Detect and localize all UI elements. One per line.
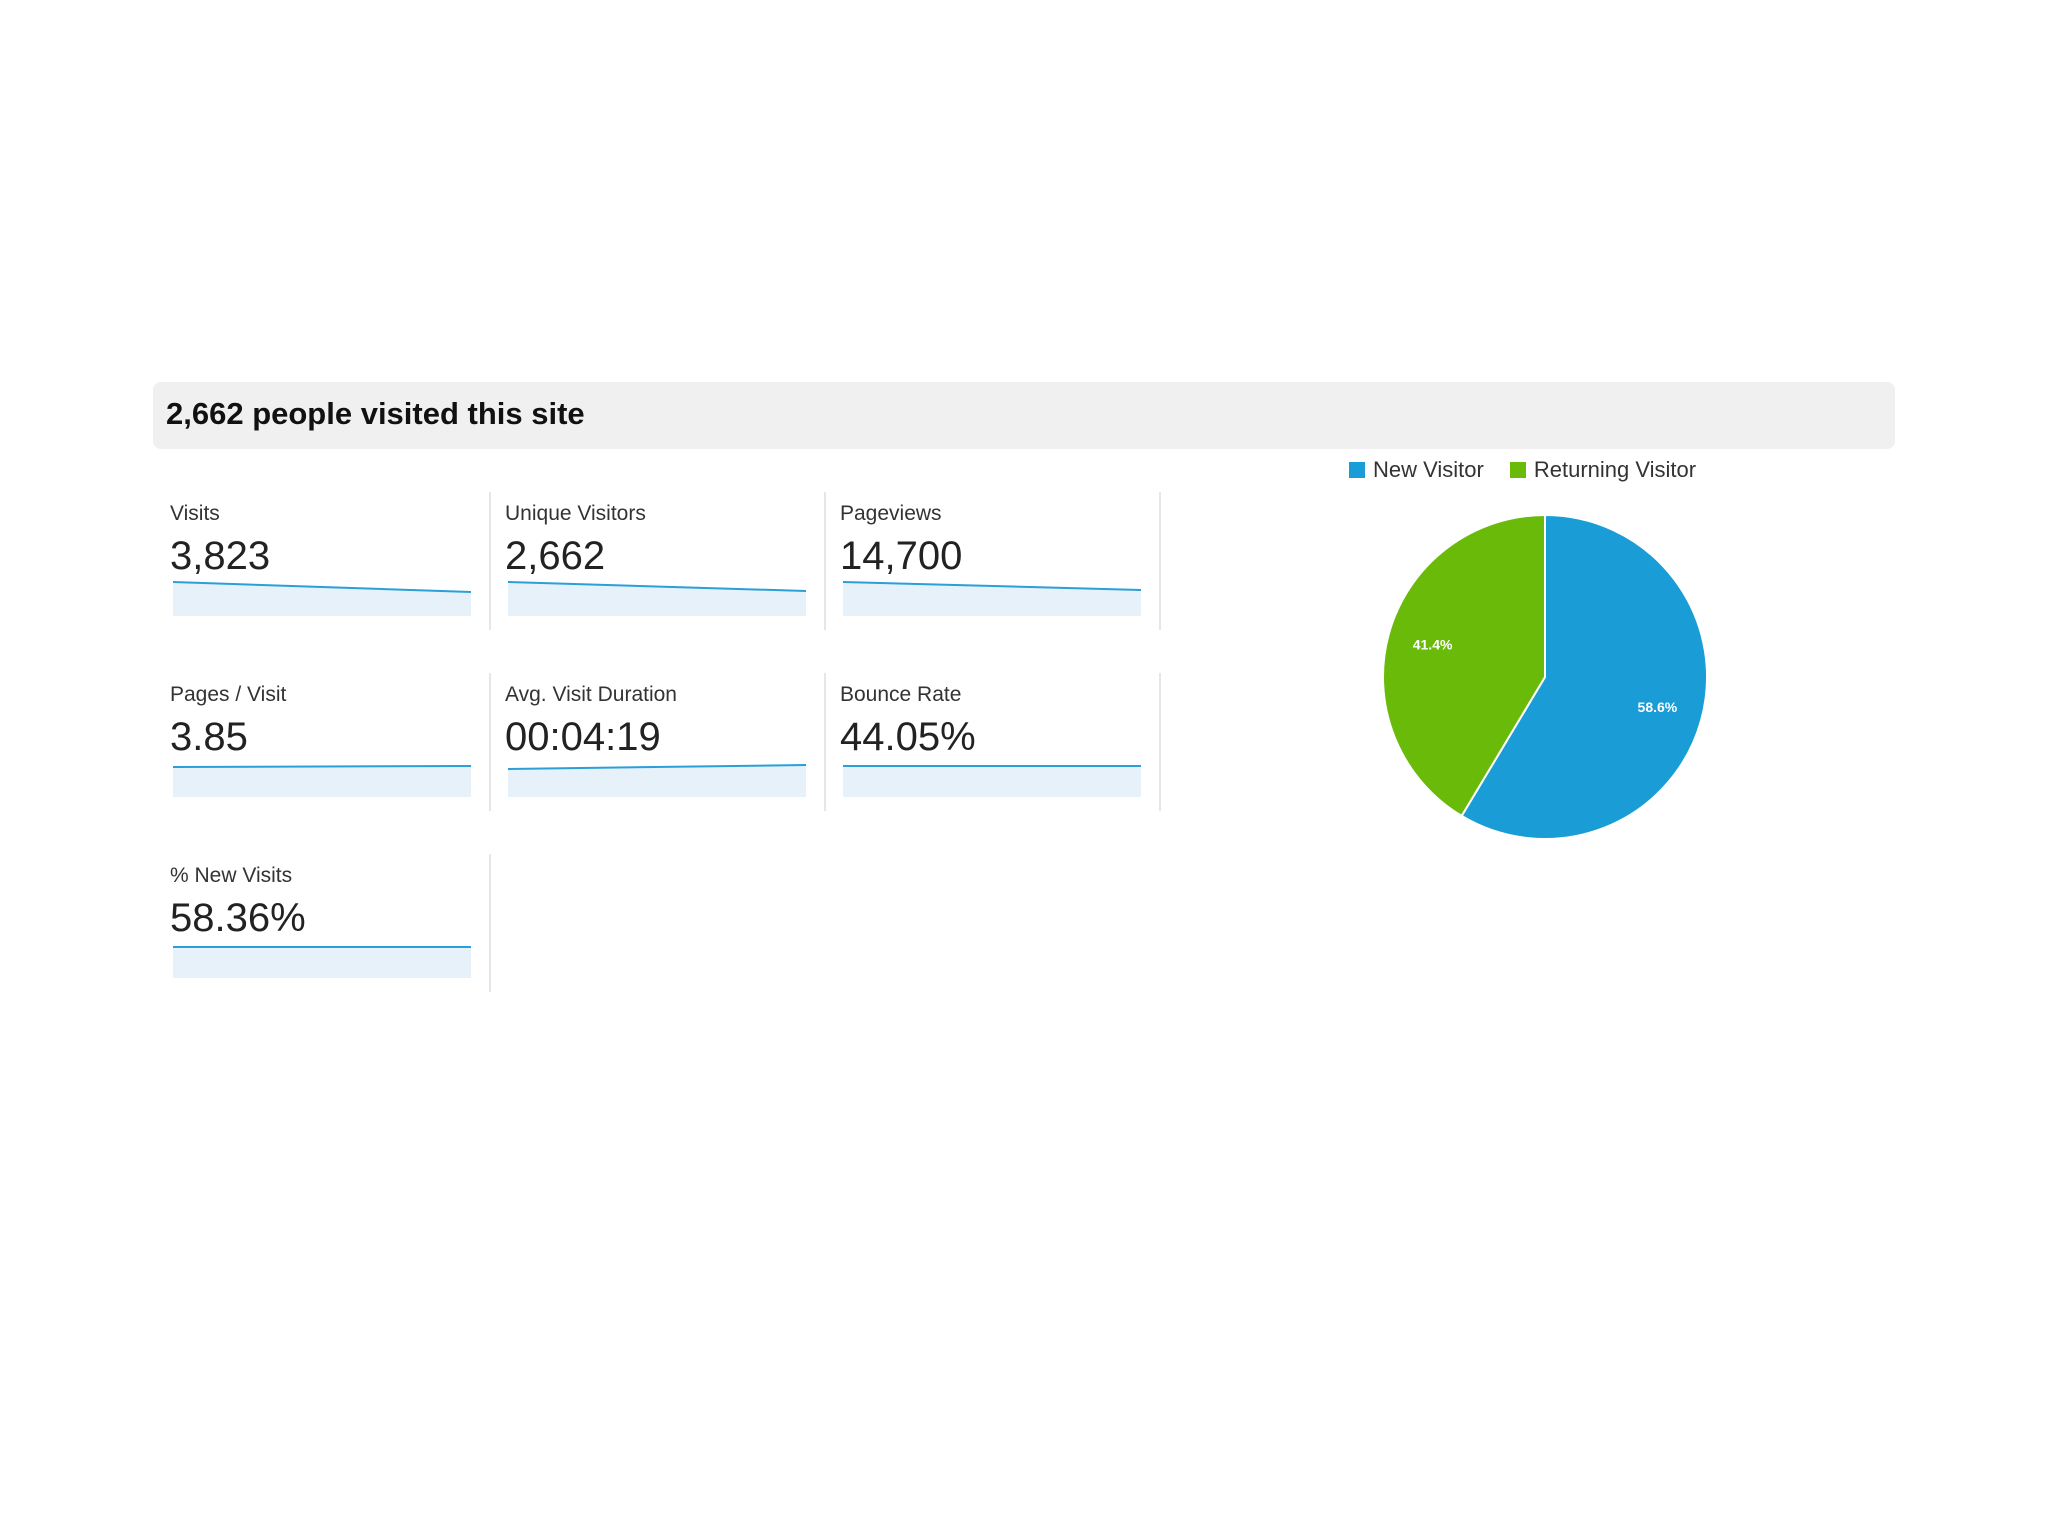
metric-label: % New Visits: [170, 864, 293, 887]
metric-value: 58.36%: [170, 896, 306, 940]
metric-label: Pageviews: [840, 502, 942, 525]
metric-label: Pages / Visit: [170, 683, 287, 706]
legend-label: Returning Visitor: [1533, 457, 1697, 482]
metric-label: Bounce Rate: [840, 683, 962, 706]
pie-slice-label: 58.6%: [1638, 699, 1678, 715]
legend-item-returning-visitor[interactable]: Returning Visitor: [1509, 457, 1697, 483]
sparkline: [508, 764, 806, 797]
metric-value: 44.05%: [840, 715, 976, 759]
metric-card-avg-visit-duration[interactable]: Avg. Visit Duration 00:04:19: [488, 673, 826, 811]
legend-label: New Visitor: [1373, 457, 1484, 482]
metric-card-visits[interactable]: Visits 3,823: [153, 492, 491, 630]
summary-header: 2,662 people visited this site: [153, 382, 1895, 449]
visitor-pie-chart: 58.6% 41.4%: [1382, 513, 1708, 840]
summary-title: 2,662 people visited this site: [166, 396, 585, 431]
metric-card-bounce-rate[interactable]: Bounce Rate 44.05%: [823, 673, 1161, 811]
metric-value: 14,700: [840, 534, 963, 578]
pie-legend: New Visitor Returning Visitor: [1349, 457, 1696, 483]
sparkline: [173, 581, 471, 616]
metric-label: Unique Visitors: [505, 502, 646, 525]
legend-item-new-visitor[interactable]: New Visitor: [1349, 457, 1484, 483]
metric-value: 2,662: [505, 534, 606, 578]
pie-slice-new-visitor[interactable]: [1460, 513, 1708, 840]
pie-slice-returning-visitor[interactable]: [1382, 513, 1546, 818]
sparkline: [508, 581, 806, 616]
metric-card-pages-per-visit[interactable]: Pages / Visit 3.85: [153, 673, 491, 811]
metric-card-percent-new-visits[interactable]: % New Visits 58.36%: [153, 854, 491, 992]
sparkline: [843, 765, 1141, 797]
metric-value: 3.85: [170, 715, 248, 759]
metric-card-unique-visitors[interactable]: Unique Visitors 2,662: [488, 492, 826, 630]
metric-label: Visits: [170, 502, 220, 525]
legend-swatch: [1509, 462, 1526, 478]
pie-slice-label: 41.4%: [1413, 637, 1453, 653]
sparkline: [173, 946, 471, 978]
metric-value: 3,823: [170, 534, 271, 578]
metric-value: 00:04:19: [505, 715, 661, 759]
legend-swatch: [1349, 462, 1365, 478]
metric-card-pageviews[interactable]: Pageviews 14,700: [823, 492, 1161, 630]
sparkline: [173, 765, 471, 797]
sparkline: [843, 581, 1141, 616]
metric-label: Avg. Visit Duration: [505, 683, 677, 706]
